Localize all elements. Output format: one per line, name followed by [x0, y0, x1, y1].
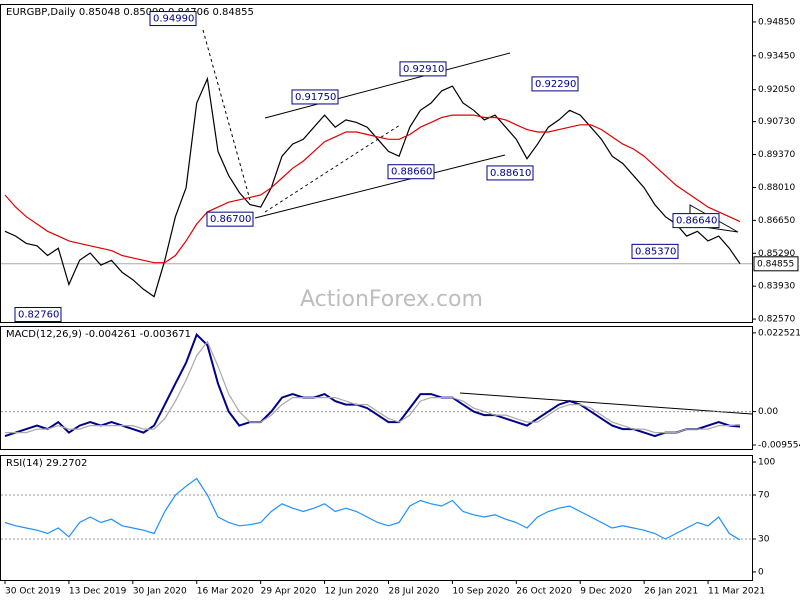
- x-tick-label: 13 Dec 2019: [69, 587, 127, 597]
- annotation-box: [291, 89, 339, 105]
- annotation-label: 0.86640: [676, 216, 717, 227]
- y-tick-label: 0.93450: [758, 51, 795, 61]
- annotation-label: 0.91750: [295, 92, 336, 103]
- series-line: [5, 340, 741, 434]
- annotation-label: 0.94990: [153, 14, 194, 25]
- trend-line: [254, 154, 506, 219]
- annotation-box: [206, 211, 254, 227]
- y-tick-label: 0.89370: [758, 150, 795, 160]
- series-line: [4, 114, 741, 264]
- series-line: [4, 76, 741, 298]
- macd-panel: [0, 326, 753, 450]
- watermark: ActionForex.com: [300, 287, 483, 312]
- trend-line: [202, 29, 251, 201]
- annotation-label: 0.88610: [490, 168, 531, 179]
- y-tick-label: 0.88010: [758, 183, 795, 193]
- trend-line: [459, 392, 753, 415]
- x-tick-label: 26 Oct 2020: [516, 587, 572, 597]
- annotation-box: [631, 243, 679, 259]
- annotation-box: [387, 164, 435, 180]
- x-tick-label: 11 Mar 2021: [708, 587, 765, 597]
- macd-title: MACD(12,26,9) -0.004261 -0.003671: [6, 329, 191, 340]
- x-tick-label: 16 Mar 2020: [197, 587, 254, 597]
- x-tick-label: 30 Oct 2019: [5, 587, 61, 597]
- annotation-box: [672, 213, 720, 229]
- annotation-label: 0.92910: [403, 64, 444, 75]
- x-tick-label: 9 Dec 2020: [580, 587, 632, 597]
- x-tick-label: 10 Sep 2020: [452, 587, 509, 597]
- y-tick-label: 0.00: [758, 407, 778, 417]
- y-tick-label: 0.86650: [758, 216, 795, 226]
- last-price-box: [753, 256, 799, 272]
- y-tick-label: 30: [758, 534, 770, 544]
- x-tick-label: 28 Jul 2020: [388, 587, 439, 597]
- x-tick-label: 30 Jan 2020: [133, 587, 187, 597]
- annotation-label: 0.88660: [391, 167, 432, 178]
- x-tick-label: 26 Jan 2021: [644, 587, 698, 597]
- annotation-box: [399, 61, 447, 77]
- y-tick-label: 0.022521: [758, 328, 800, 338]
- annotation-label: 0.82760: [18, 309, 59, 320]
- rsi-title: RSI(14) 29.2702: [6, 458, 87, 469]
- annotation-label: 0.86700: [210, 214, 251, 225]
- annotation-label: 0.85370: [635, 246, 676, 257]
- y-tick-label: 100: [758, 458, 775, 468]
- y-tick-label: 70: [758, 491, 770, 501]
- annotation-box: [14, 306, 62, 322]
- x-tick-label: 29 Apr 2020: [261, 587, 317, 597]
- y-tick-label: 0: [758, 567, 764, 577]
- annotation-box: [149, 11, 197, 27]
- annotation-box: [531, 76, 579, 92]
- annotation-box: [486, 165, 534, 181]
- price-panel: [0, 4, 753, 323]
- y-tick-label: 0.82570: [758, 315, 795, 325]
- last-price-label: 0.84855: [757, 259, 794, 269]
- y-tick-label: 0.92050: [758, 85, 795, 95]
- y-tick-label: 0.94850: [758, 17, 795, 27]
- series-line: [4, 477, 741, 541]
- rsi-panel: [0, 455, 753, 581]
- x-tick-label: 12 Jun 2020: [325, 587, 379, 597]
- annotation-label: 0.92290: [535, 79, 576, 90]
- y-tick-label: -0.009554: [758, 440, 800, 450]
- series-line: [4, 332, 741, 438]
- trend-line: [264, 52, 511, 119]
- y-tick-label: 0.85290: [758, 249, 795, 259]
- y-tick-label: 0.83930: [758, 282, 795, 292]
- y-tick-label: 0.90730: [758, 117, 795, 127]
- chart-title: EURGBP,Daily 0.85048 0.85099 0.84706 0.8…: [6, 7, 254, 18]
